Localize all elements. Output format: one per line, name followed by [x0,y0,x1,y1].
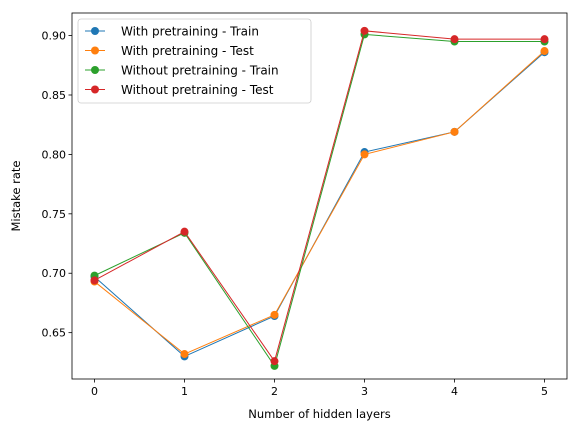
y-tick-label: 0.80 [42,148,67,161]
y-tick-label: 0.65 [42,327,67,340]
data-point [90,276,99,285]
data-point [270,310,279,319]
legend-entry: Without pretraining - Test [121,83,274,97]
legend-marker [91,85,99,94]
series-line [94,30,545,363]
x-axis-label: Number of hidden layers [248,407,391,421]
series-line [94,50,545,355]
y-tick-label: 0.85 [42,89,67,102]
data-point [360,26,369,35]
legend-entry: With pretraining - Train [121,25,259,39]
x-tick-label: 4 [451,385,458,398]
data-point [540,47,549,56]
x-axis: 0 1 2 3 4 5 [91,379,548,398]
x-tick-label: 1 [181,385,188,398]
x-tick-label: 5 [541,385,548,398]
data-point [450,127,459,136]
y-tick-label: 0.70 [42,267,67,280]
y-tick-label: 0.90 [42,30,67,43]
legend-entry: Without pretraining - Train [121,64,279,78]
data-point [540,35,549,44]
data-point [360,150,369,159]
legend: With pretraining - Train With pretraining… [77,18,312,104]
x-tick-label: 0 [91,385,98,398]
series-layer [90,26,549,370]
legend-marker [91,66,99,74]
legend-marker [91,27,99,35]
legend-marker [91,46,99,55]
data-point [270,357,279,366]
series-4 [90,26,549,366]
legend-frame [77,18,312,104]
x-tick-label: 2 [271,385,278,398]
y-axis: 0.65 0.70 0.75 0.80 0.85 0.90 [42,30,72,340]
data-point [180,227,189,236]
plot-frame [71,12,568,380]
legend-entry: With pretraining - Test [121,44,254,58]
y-tick-label: 0.75 [42,208,67,221]
y-axis-label: Mistake rate [9,160,23,231]
x-tick-label: 3 [361,385,368,398]
data-point [450,35,459,44]
data-point [180,350,189,359]
